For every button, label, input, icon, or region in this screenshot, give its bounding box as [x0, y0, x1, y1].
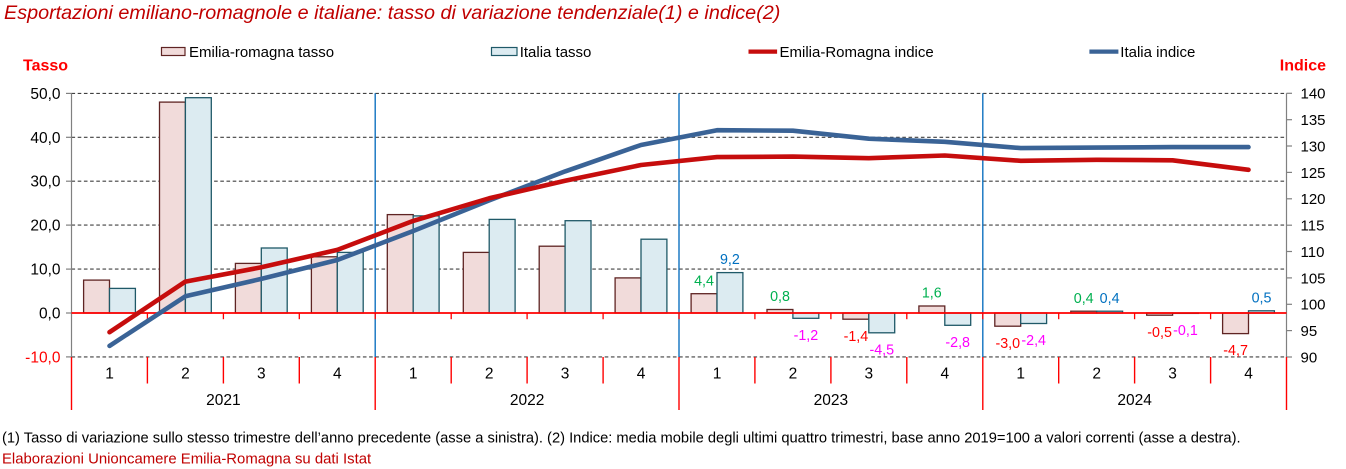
svg-text:3: 3 [257, 365, 266, 382]
svg-text:2022: 2022 [510, 392, 544, 409]
svg-text:2: 2 [181, 365, 190, 382]
svg-text:Tasso: Tasso [23, 58, 68, 75]
svg-text:3: 3 [561, 365, 570, 382]
svg-text:95: 95 [1301, 323, 1318, 340]
svg-text:-1,2: -1,2 [794, 328, 819, 344]
svg-text:130: 130 [1301, 138, 1326, 155]
svg-text:-4,5: -4,5 [869, 342, 894, 358]
svg-text:Italia indice: Italia indice [1120, 44, 1195, 61]
svg-text:4: 4 [333, 365, 342, 382]
svg-text:115: 115 [1301, 218, 1325, 235]
svg-text:Italia tasso: Italia tasso [520, 44, 592, 61]
svg-text:4: 4 [940, 365, 949, 382]
svg-text:-0,1: -0,1 [1173, 323, 1198, 339]
svg-text:-3,0: -3,0 [995, 336, 1020, 352]
svg-text:0,4: 0,4 [1100, 291, 1120, 307]
svg-text:Elaborazioni Unioncamere Emili: Elaborazioni Unioncamere Emilia-Romagna … [2, 451, 372, 467]
svg-text:1: 1 [1016, 365, 1025, 382]
svg-text:90: 90 [1301, 349, 1318, 366]
svg-text:105: 105 [1301, 270, 1326, 287]
svg-text:2: 2 [485, 365, 494, 382]
svg-text:2024: 2024 [1117, 392, 1152, 409]
svg-text:110: 110 [1301, 244, 1325, 261]
svg-text:-4,7: -4,7 [1223, 343, 1248, 359]
svg-text:4: 4 [637, 365, 646, 382]
svg-text:-2,4: -2,4 [1021, 333, 1046, 349]
svg-text:0,5: 0,5 [1252, 290, 1272, 306]
svg-text:-0,5: -0,5 [1147, 325, 1172, 341]
svg-text:(1) Tasso di variazione sullo: (1) Tasso di variazione sullo stesso tri… [2, 430, 1241, 446]
svg-text:Emilia-Romagna indice: Emilia-Romagna indice [780, 44, 934, 61]
svg-text:20,0: 20,0 [30, 218, 61, 235]
svg-text:Esportazioni emiliano-romagnol: Esportazioni emiliano-romagnole e italia… [4, 2, 780, 24]
svg-text:1: 1 [713, 365, 722, 382]
svg-text:-10,0: -10,0 [25, 349, 61, 366]
svg-text:3: 3 [1168, 365, 1177, 382]
svg-text:40,0: 40,0 [30, 130, 61, 147]
svg-text:9,2: 9,2 [720, 252, 740, 268]
svg-text:0,8: 0,8 [770, 289, 790, 305]
svg-text:50,0: 50,0 [30, 86, 61, 103]
svg-text:125: 125 [1301, 165, 1326, 182]
svg-text:2021: 2021 [206, 392, 240, 409]
svg-text:3: 3 [864, 365, 873, 382]
svg-text:120: 120 [1301, 191, 1326, 208]
svg-text:4,4: 4,4 [694, 273, 714, 289]
svg-text:2023: 2023 [814, 392, 848, 409]
svg-text:Indice: Indice [1280, 58, 1326, 75]
svg-text:10,0: 10,0 [30, 262, 61, 279]
svg-text:1: 1 [105, 365, 114, 382]
svg-text:1: 1 [409, 365, 418, 382]
svg-text:0,4: 0,4 [1074, 291, 1094, 307]
svg-text:2: 2 [789, 365, 798, 382]
svg-text:4: 4 [1244, 365, 1253, 382]
svg-text:0,0: 0,0 [39, 306, 61, 323]
svg-text:2: 2 [1092, 365, 1101, 382]
svg-text:135: 135 [1301, 112, 1326, 129]
svg-text:-1,4: -1,4 [844, 329, 869, 345]
svg-text:-2,8: -2,8 [945, 335, 970, 351]
svg-text:1,6: 1,6 [922, 286, 942, 302]
svg-text:Emilia-romagna tasso: Emilia-romagna tasso [189, 44, 334, 61]
svg-text:100: 100 [1301, 297, 1326, 314]
svg-text:30,0: 30,0 [30, 174, 61, 191]
svg-text:140: 140 [1301, 86, 1326, 103]
